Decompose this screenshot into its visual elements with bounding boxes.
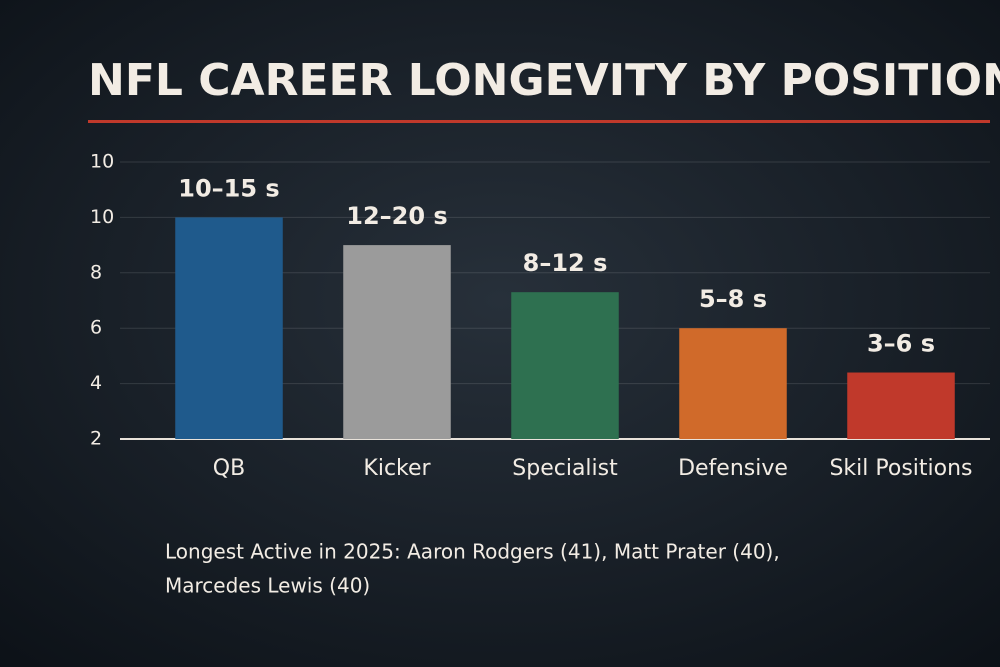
x-tick-label: Specialist (512, 456, 618, 481)
y-tick-label: 6 (90, 317, 102, 339)
bar (847, 372, 955, 439)
note: Longest Active in 2025: Aaron Rodgers (4… (165, 540, 780, 564)
bar (343, 245, 451, 439)
bar (511, 292, 619, 439)
bar-label: 5–8 s (699, 285, 767, 313)
y-tick-label: 4 (90, 372, 102, 394)
chart-title: NFL CAREER LONGEVITY BY POSITION TYPE (88, 55, 1000, 106)
bar-label: 12–20 s (346, 202, 447, 230)
title-rule (88, 120, 990, 123)
bar-label: 8–12 s (523, 249, 608, 277)
y-tick-label: 8 (90, 261, 102, 283)
x-tick-label: QB (213, 456, 245, 481)
y-tick-label: 10 (90, 151, 114, 173)
x-tick-label: Defensive (678, 456, 788, 481)
note: Marcedes Lewis (40) (165, 574, 370, 598)
x-tick-label: Skil Positions (829, 456, 972, 481)
bar (175, 217, 283, 439)
bar-label: 10–15 s (178, 174, 279, 202)
y-tick-label: 10 (90, 206, 114, 228)
x-tick-label: Kicker (363, 456, 431, 481)
y-tick-label: 2 (90, 428, 102, 450)
bar-label: 3–6 s (867, 330, 935, 358)
bar (679, 328, 787, 439)
